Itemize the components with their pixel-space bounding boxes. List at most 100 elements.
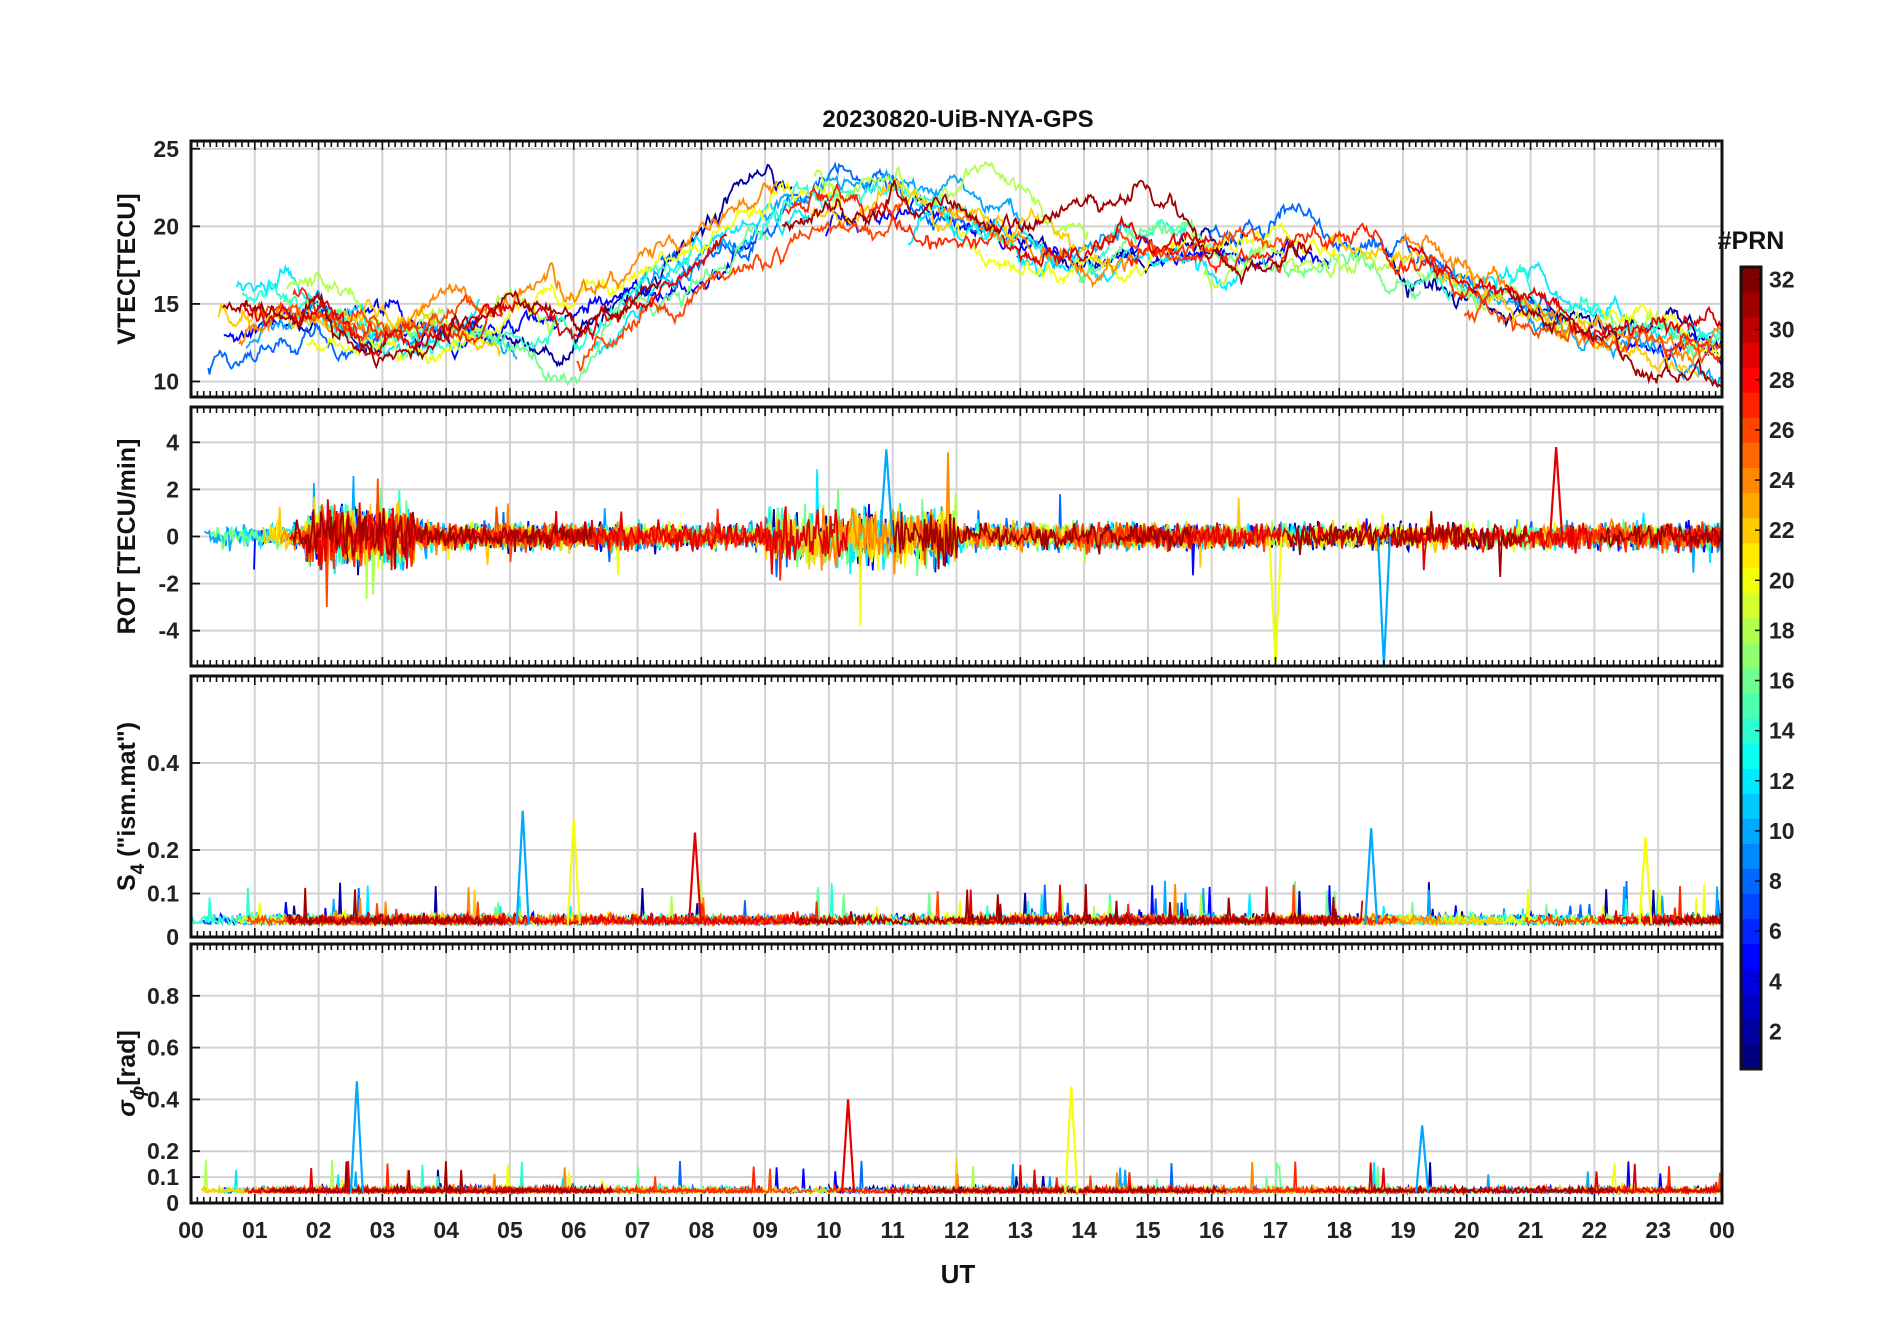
spike-mark — [879, 449, 894, 537]
colorbar-segment — [1741, 693, 1761, 719]
y-tick-label: 2 — [166, 476, 179, 502]
x-tick-label: 17 — [1263, 1217, 1289, 1243]
x-tick-labels: 00 01 02 03 04 05 06 07 08 09 10 11 12 13 14 15 16 17 18 19… — [178, 1217, 1735, 1243]
series-prn-31 — [269, 1161, 614, 1196]
spike-mark — [1376, 536, 1391, 666]
x-tick-label: 03 — [370, 1217, 396, 1243]
panel-rot: -4 -2 0 2 4 ROT [TECU/min] — [113, 405, 1724, 668]
series-prn-24 — [238, 180, 778, 347]
spike-mark — [1638, 836, 1653, 925]
x-tick-label: 23 — [1645, 1217, 1671, 1243]
colorbar-segment — [1741, 442, 1761, 468]
series-prn-29 — [1001, 214, 1213, 268]
x-tick-label: 12 — [944, 1217, 970, 1243]
colorbar-segment — [1741, 567, 1761, 594]
colorbar-segment — [1741, 868, 1761, 895]
x-tick-label: 00 — [1709, 1217, 1735, 1243]
x-tick-label: 02 — [306, 1217, 332, 1243]
x-tick-label: 06 — [561, 1217, 587, 1243]
spike-mark — [1364, 828, 1379, 925]
colorbar-tick-label: 22 — [1769, 517, 1795, 543]
s4-series — [191, 810, 1722, 928]
s4-grid — [191, 676, 1722, 937]
spike-mark — [1549, 446, 1564, 537]
x-tick-label: 19 — [1390, 1217, 1416, 1243]
series-prn-8 — [207, 322, 411, 375]
colorbar-segment — [1741, 592, 1761, 619]
colorbar-segment — [1741, 668, 1761, 694]
vtec-ytick-labels: 10 15 20 25 — [153, 136, 200, 394]
colorbar-tick-label: 24 — [1769, 467, 1795, 493]
colorbar-segment — [1741, 317, 1761, 343]
series-prn-29 — [288, 910, 825, 927]
y-tick-label: 0.8 — [147, 983, 179, 1009]
colorbar-segment — [1741, 968, 1761, 995]
s4-frame — [189, 674, 1724, 939]
y-tick-label: 15 — [153, 291, 179, 317]
series-prn-31 — [890, 511, 1193, 570]
series-prn-31 — [1352, 1183, 1614, 1196]
colorbar-segment — [1741, 517, 1761, 544]
colorbar-tick-label: 12 — [1769, 768, 1795, 794]
series-prn-27 — [1664, 332, 1722, 364]
colorbar-segment — [1741, 1018, 1761, 1045]
colorbar-segment — [1741, 793, 1761, 819]
series-prn-31 — [1505, 284, 1722, 388]
spike-mark — [840, 1099, 856, 1193]
x-tick-label: 01 — [242, 1217, 268, 1243]
spike-mark — [1415, 1125, 1430, 1193]
spike-mark — [687, 832, 703, 925]
sigphi-ytick-labels: 00.10.2 0.4 0.6 0.8 — [147, 983, 200, 1216]
vtec-frame — [189, 139, 1724, 399]
colorbar-tick-label: 20 — [1769, 567, 1795, 593]
colorbar-tick-label: 28 — [1769, 367, 1795, 393]
vtec-y-axis-label: VTEC[TECU] — [113, 193, 141, 344]
panel-vtec: 10 15 20 25 VTEC[TECU] — [113, 136, 1724, 399]
y-tick-label: 20 — [153, 213, 179, 239]
x-tick-label: 11 — [881, 1217, 906, 1243]
colorbar-segment — [1741, 467, 1761, 494]
y-tick-label: 4 — [166, 429, 179, 455]
panel-sigphi: 00.10.20.40.60.8σϕ[rad]00 01 02 03 04 05 06 07 0… — [113, 942, 1735, 1243]
y-tick-label: 0.1 — [147, 1164, 179, 1190]
colorbar-tick-label: 2 — [1769, 1018, 1782, 1044]
colorbar-segment — [1741, 367, 1761, 393]
series-prn-24 — [1399, 231, 1722, 366]
vtec-series — [207, 160, 1722, 388]
y-tick-label: 0 — [166, 1190, 179, 1216]
colorbar-segment — [1741, 1043, 1761, 1070]
colorbar-segment — [1741, 993, 1761, 1020]
colorbar-label: #PRN — [1718, 227, 1785, 255]
x-tick-label: 20 — [1454, 1217, 1480, 1243]
rot-series — [203, 446, 1722, 666]
series-prn-12 — [591, 202, 810, 355]
x-tick-label: 09 — [752, 1217, 778, 1243]
colorbar-segment — [1741, 292, 1761, 318]
series-prn-26 — [576, 195, 908, 373]
y-tick-label: 10 — [153, 368, 179, 394]
series-prn-26 — [253, 292, 490, 343]
x-tick-label: 18 — [1326, 1217, 1352, 1243]
y-tick-label: -4 — [159, 618, 180, 644]
x-tick-label: 14 — [1071, 1217, 1097, 1243]
colorbar-segment — [1741, 617, 1761, 644]
sigphi-series — [200, 1081, 1722, 1197]
series-prn-29 — [1407, 244, 1722, 343]
x-tick-label: 05 — [497, 1217, 523, 1243]
series-prn-31 — [781, 179, 1313, 286]
y-tick-label: 0 — [166, 924, 179, 950]
series-prn-18 — [813, 160, 1090, 240]
colorbar-tick-label: 30 — [1769, 317, 1795, 343]
spike-mark — [1064, 1086, 1079, 1193]
y-tick-label: 0.6 — [147, 1035, 179, 1061]
spike-mark — [349, 1081, 364, 1193]
x-tick-label: 15 — [1135, 1217, 1161, 1243]
colorbar-segment — [1741, 918, 1761, 945]
panel-s4: 0 0.1 0.2 0.4S4 ("ism.mat") — [113, 674, 1724, 950]
series-prn-26 — [1090, 225, 1289, 262]
x-tick-label: 21 — [1518, 1217, 1544, 1243]
colorbar-frame — [1739, 265, 1763, 1071]
colorbar-tick-label: 32 — [1769, 267, 1795, 293]
spike-mark — [515, 810, 530, 925]
